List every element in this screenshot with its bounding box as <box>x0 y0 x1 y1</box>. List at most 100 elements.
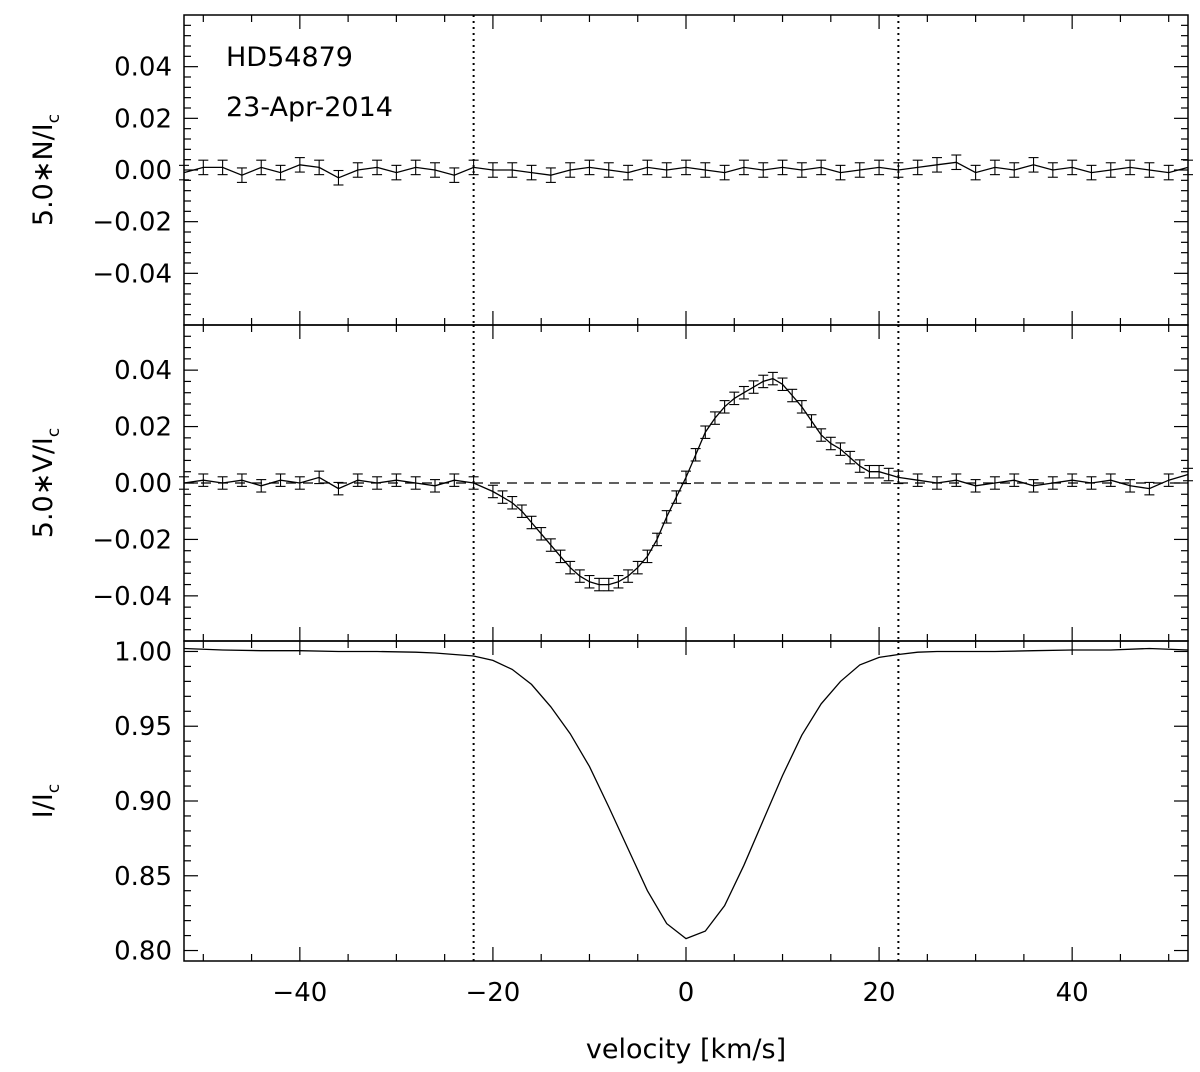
error-bar <box>294 157 305 173</box>
y-tick-label: −0.02 <box>92 525 172 555</box>
error-bar <box>816 428 827 442</box>
error-bar <box>700 425 711 439</box>
y-axis-label: I/Ic <box>28 784 64 818</box>
error-bar <box>294 476 305 490</box>
y-tick-label: −0.02 <box>92 208 172 238</box>
error-bar <box>198 473 209 487</box>
error-bar <box>603 577 614 592</box>
error-bar <box>526 515 537 530</box>
error-bar <box>314 470 325 485</box>
error-bar <box>932 476 942 490</box>
error-bar <box>526 164 537 181</box>
error-bar <box>468 159 479 176</box>
observation-date: 23-Apr-2014 <box>226 92 393 123</box>
error-bar <box>912 473 923 487</box>
y-tick-label: 0.00 <box>114 469 172 499</box>
y-tick-label: 0.02 <box>114 413 172 443</box>
y-tick-label: 0.85 <box>114 862 172 892</box>
error-bar <box>1125 159 1136 176</box>
panel-intensity: 0.80 0.85 0.90 0.95 1.00 I/Ic −40 −20 0 20 40 <box>28 637 1189 1008</box>
error-bar <box>584 159 595 176</box>
error-bar <box>835 164 846 181</box>
error-bar <box>198 159 209 176</box>
error-bar <box>719 400 730 414</box>
error-bar <box>594 577 605 592</box>
error-bar <box>372 476 383 490</box>
y-tick-label: −0.04 <box>92 582 172 612</box>
error-bar <box>854 162 865 178</box>
error-bar <box>236 473 247 487</box>
error-bar <box>430 479 440 493</box>
error-bar <box>758 162 769 178</box>
error-bar <box>536 527 547 541</box>
error-bar <box>516 504 527 518</box>
error-bar <box>275 164 286 181</box>
error-bar <box>632 560 643 575</box>
x-tick-label: −20 <box>465 978 520 1008</box>
error-bar <box>690 448 701 462</box>
error-bar <box>758 374 769 389</box>
error-bar <box>565 560 576 575</box>
error-bar <box>1028 479 1039 493</box>
y-tick-label: 0.04 <box>114 53 172 83</box>
error-bar <box>487 162 498 178</box>
error-bar <box>893 470 904 485</box>
error-bar <box>681 159 691 176</box>
error-bar <box>1047 162 1058 178</box>
error-bar <box>719 164 730 181</box>
x-tick-label: 40 <box>1056 978 1089 1008</box>
series-line <box>183 647 1189 940</box>
error-bar <box>574 569 585 583</box>
panel-null: −0.04 −0.02 0.00 0.02 0.04 5.0∗N/Ic <box>28 14 1193 326</box>
error-bar <box>565 162 576 178</box>
error-bar <box>1067 159 1078 176</box>
panels-layer: −0.04−0.020.000.020.045.0∗N/Ic−0.04−0.02… <box>28 14 1193 1008</box>
y-axis-label-subscript: c <box>44 784 64 793</box>
error-bar <box>352 473 363 487</box>
error-bar <box>951 154 962 171</box>
error-bar <box>179 164 189 181</box>
y-axis-label-subscript: c <box>44 428 64 437</box>
error-bar <box>1144 162 1155 178</box>
y-tick-label: −0.04 <box>92 259 172 289</box>
error-bar <box>1047 476 1058 490</box>
error-bar <box>372 159 383 176</box>
error-bar <box>989 159 1000 176</box>
error-bar <box>681 470 691 485</box>
error-bar <box>391 164 402 181</box>
error-bar <box>1183 467 1193 482</box>
error-bar <box>932 157 942 173</box>
error-bar <box>468 476 479 490</box>
error-bar <box>584 574 595 589</box>
error-bar <box>256 479 267 493</box>
error-bar <box>217 476 228 490</box>
error-bar <box>333 481 344 496</box>
y-axis-label-subscript: c <box>44 114 64 123</box>
error-bar <box>314 159 325 176</box>
error-bar <box>970 479 981 493</box>
x-tick-label: 20 <box>863 978 896 1008</box>
error-bar <box>613 574 624 589</box>
y-tick-label: 0.80 <box>114 937 172 967</box>
error-bar <box>729 391 740 406</box>
error-bar <box>179 476 189 490</box>
error-bar <box>256 159 267 176</box>
error-bar <box>845 450 856 465</box>
error-bar <box>507 162 518 178</box>
error-bar <box>1086 164 1097 181</box>
error-bar <box>825 436 836 451</box>
error-bar <box>1144 481 1155 496</box>
error-bar <box>1163 473 1174 487</box>
error-bar <box>738 159 749 176</box>
star-name: HD54879 <box>226 42 353 73</box>
y-tick-label: 0.95 <box>114 712 172 742</box>
error-bar <box>1086 476 1097 490</box>
error-bar <box>806 414 817 428</box>
error-bar <box>1125 479 1136 493</box>
error-bar <box>430 162 440 178</box>
y-tick-label: 0.04 <box>114 356 172 386</box>
error-bar <box>816 159 827 176</box>
x-tick-label: 0 <box>678 978 695 1008</box>
error-bar <box>449 167 460 183</box>
